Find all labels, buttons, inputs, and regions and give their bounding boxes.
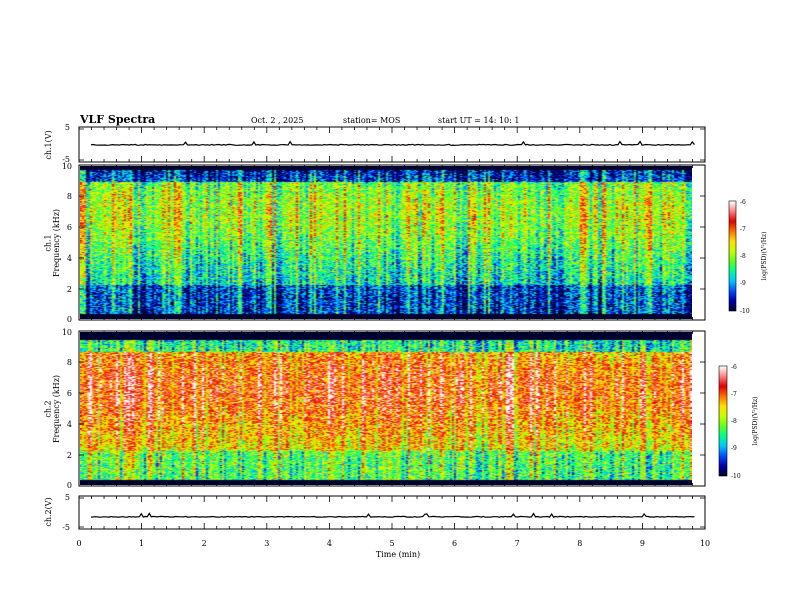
ch1-freq-tick-6: 6 bbox=[67, 223, 72, 232]
ch2-freq-tick-4: 4 bbox=[67, 420, 72, 429]
ch1-spectrogram-panel: 0 2 4 6 8 10 ch.1Frequency (kHz) bbox=[43, 162, 705, 324]
ch1-freq-tick-8: 8 bbox=[67, 192, 72, 201]
ch1-colorbar-gradient bbox=[729, 201, 736, 311]
ch2-voltage-tick-top: 5 bbox=[65, 493, 70, 502]
time-tick-label: 9 bbox=[640, 539, 645, 548]
ch1-colorbar-label: log(PSD)(V²/Hz) bbox=[761, 232, 768, 281]
ch2-cb-tick-neg6: -6 bbox=[731, 364, 737, 371]
ch2-cb-tick-neg7: -7 bbox=[731, 391, 737, 398]
time-tick-label: 8 bbox=[577, 539, 582, 548]
ch2-cb-tick-neg9: -9 bbox=[731, 445, 737, 452]
time-axis-label: Time (min) bbox=[376, 550, 420, 559]
ch1-cb-tick-neg7: -7 bbox=[740, 226, 746, 233]
ch2-freq-tick-2: 2 bbox=[67, 451, 72, 460]
ch2-voltage-ylabel: ch.2(V) bbox=[44, 497, 53, 526]
time-tick-label: 0 bbox=[76, 539, 81, 548]
ch1-voltage-panel: 5 -5 ch.1(V) bbox=[44, 123, 705, 164]
ch2-cb-tick-neg8: -8 bbox=[731, 418, 737, 425]
ch1-cb-tick-neg9: -9 bbox=[740, 280, 746, 287]
ch2-colorbar-label: log(PSD)(V²/Hz) bbox=[752, 397, 759, 446]
ch1-voltage-ylabel: ch.1(V) bbox=[44, 130, 53, 159]
ch2-freq-tick-0: 0 bbox=[67, 481, 72, 490]
time-tick-label: 6 bbox=[452, 539, 457, 548]
time-tick-label: 4 bbox=[327, 539, 332, 548]
ch2-spectrogram-heatmap bbox=[80, 332, 692, 485]
time-tick-label: 10 bbox=[700, 539, 710, 548]
ch1-cb-tick-neg10: -10 bbox=[740, 308, 750, 315]
time-axis-tick-labels: 0 1 2 3 4 5 6 7 8 9 10 bbox=[76, 539, 710, 548]
ch1-freq-tick-4: 4 bbox=[67, 254, 72, 263]
ch2-spectrogram-panel: 0 2 4 6 8 10 ch.2Frequency (kHz) bbox=[43, 328, 705, 490]
ch1-spectrogram-ylabel: ch.1Frequency (kHz) bbox=[43, 209, 61, 277]
ch2-freq-tick-6: 6 bbox=[67, 389, 72, 398]
ch1-freq-tick-2: 2 bbox=[67, 285, 72, 294]
start-time-label: start UT = 14: 10: 1 bbox=[438, 116, 519, 125]
time-tick-label: 5 bbox=[389, 539, 394, 548]
ch2-spectrogram-ylabel: ch.2Frequency (kHz) bbox=[43, 375, 61, 443]
ch2-voltage-panel: 5 -5 ch.2(V) bbox=[44, 493, 705, 532]
station-label: station= MOS bbox=[343, 116, 400, 125]
ch1-freq-tick-0: 0 bbox=[67, 315, 72, 324]
ch2-voltage-tick-bottom: -5 bbox=[62, 523, 70, 532]
ch1-spectrogram-heatmap bbox=[80, 166, 692, 319]
ch1-cb-tick-neg6: -6 bbox=[740, 199, 746, 206]
figure-title: VLF Spectra bbox=[79, 113, 155, 126]
ch2-colorbar-gradient bbox=[719, 366, 727, 476]
ch2-colorbar: -6 -7 -8 -9 -10 log(PSD)(V²/Hz) bbox=[719, 364, 759, 480]
date-label: Oct. 2 , 2025 bbox=[251, 116, 303, 125]
time-tick-label: 2 bbox=[202, 539, 207, 548]
ch1-colorbar: -6 -7 -8 -9 -10 log(PSD)(V²/Hz) bbox=[729, 199, 768, 315]
ch1-voltage-tick-top: 5 bbox=[65, 123, 70, 132]
ch2-freq-tick-10: 10 bbox=[62, 328, 72, 337]
ch2-freq-tick-8: 8 bbox=[67, 358, 72, 367]
ch1-freq-tick-10: 10 bbox=[62, 162, 72, 171]
ch1-cb-tick-neg8: -8 bbox=[740, 253, 746, 260]
time-tick-label: 3 bbox=[264, 539, 269, 548]
time-tick-label: 7 bbox=[515, 539, 520, 548]
ch2-cb-tick-neg10: -10 bbox=[731, 473, 741, 480]
time-tick-label: 1 bbox=[139, 539, 144, 548]
